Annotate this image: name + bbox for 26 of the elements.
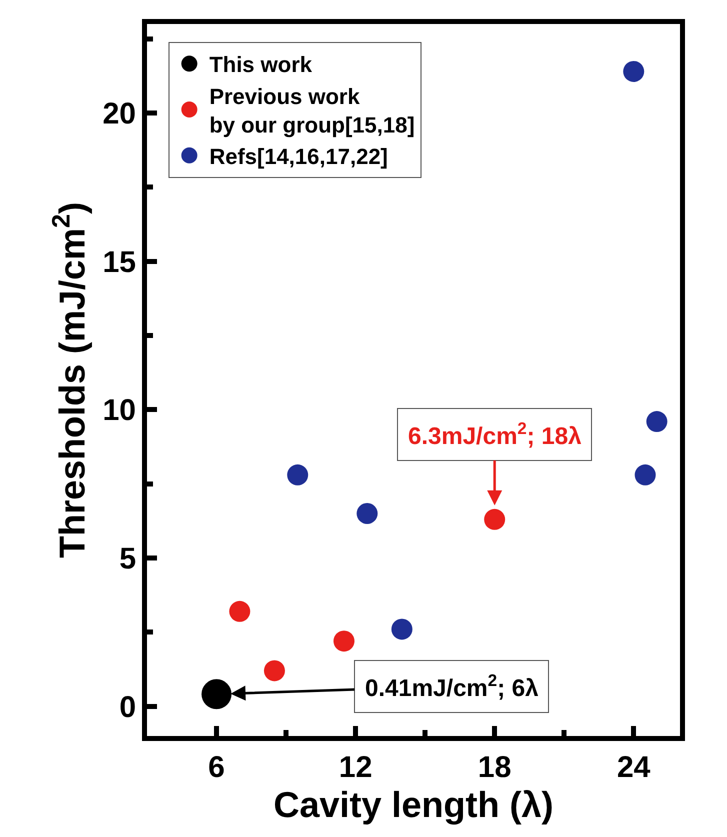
x-axis-title: Cavity length (λ) (273, 784, 554, 825)
point (287, 464, 308, 486)
x-tick-label: 18 (478, 751, 512, 784)
x-tick-label: 6 (208, 751, 225, 784)
annotation: 6.3mJ/cm$^{2}$; 18λ (408, 419, 582, 450)
legend-label: Previous work by our group[15,18] (209, 84, 415, 138)
legend-label: This work (209, 52, 313, 78)
y-tick-label: 10 (102, 394, 136, 428)
point (646, 411, 668, 432)
annotation: 0.41mJ/cm$^{2}$; 6λ (365, 671, 538, 702)
point (264, 660, 285, 682)
point (202, 679, 232, 710)
y-tick-label: 0 (119, 690, 136, 724)
point (333, 630, 354, 652)
legend-label: Refs[14,16,17,22] (209, 144, 388, 169)
point (634, 464, 656, 486)
point (229, 600, 250, 622)
x-tick-label: 12 (338, 751, 372, 784)
point (484, 508, 506, 530)
x-tick-label: 24 (616, 751, 651, 784)
y-tick-label: 5 (119, 542, 136, 576)
point (391, 618, 412, 640)
y-tick-label: 20 (102, 98, 136, 130)
y-tick-label: 15 (102, 246, 136, 279)
point (623, 60, 644, 82)
point (356, 503, 378, 524)
